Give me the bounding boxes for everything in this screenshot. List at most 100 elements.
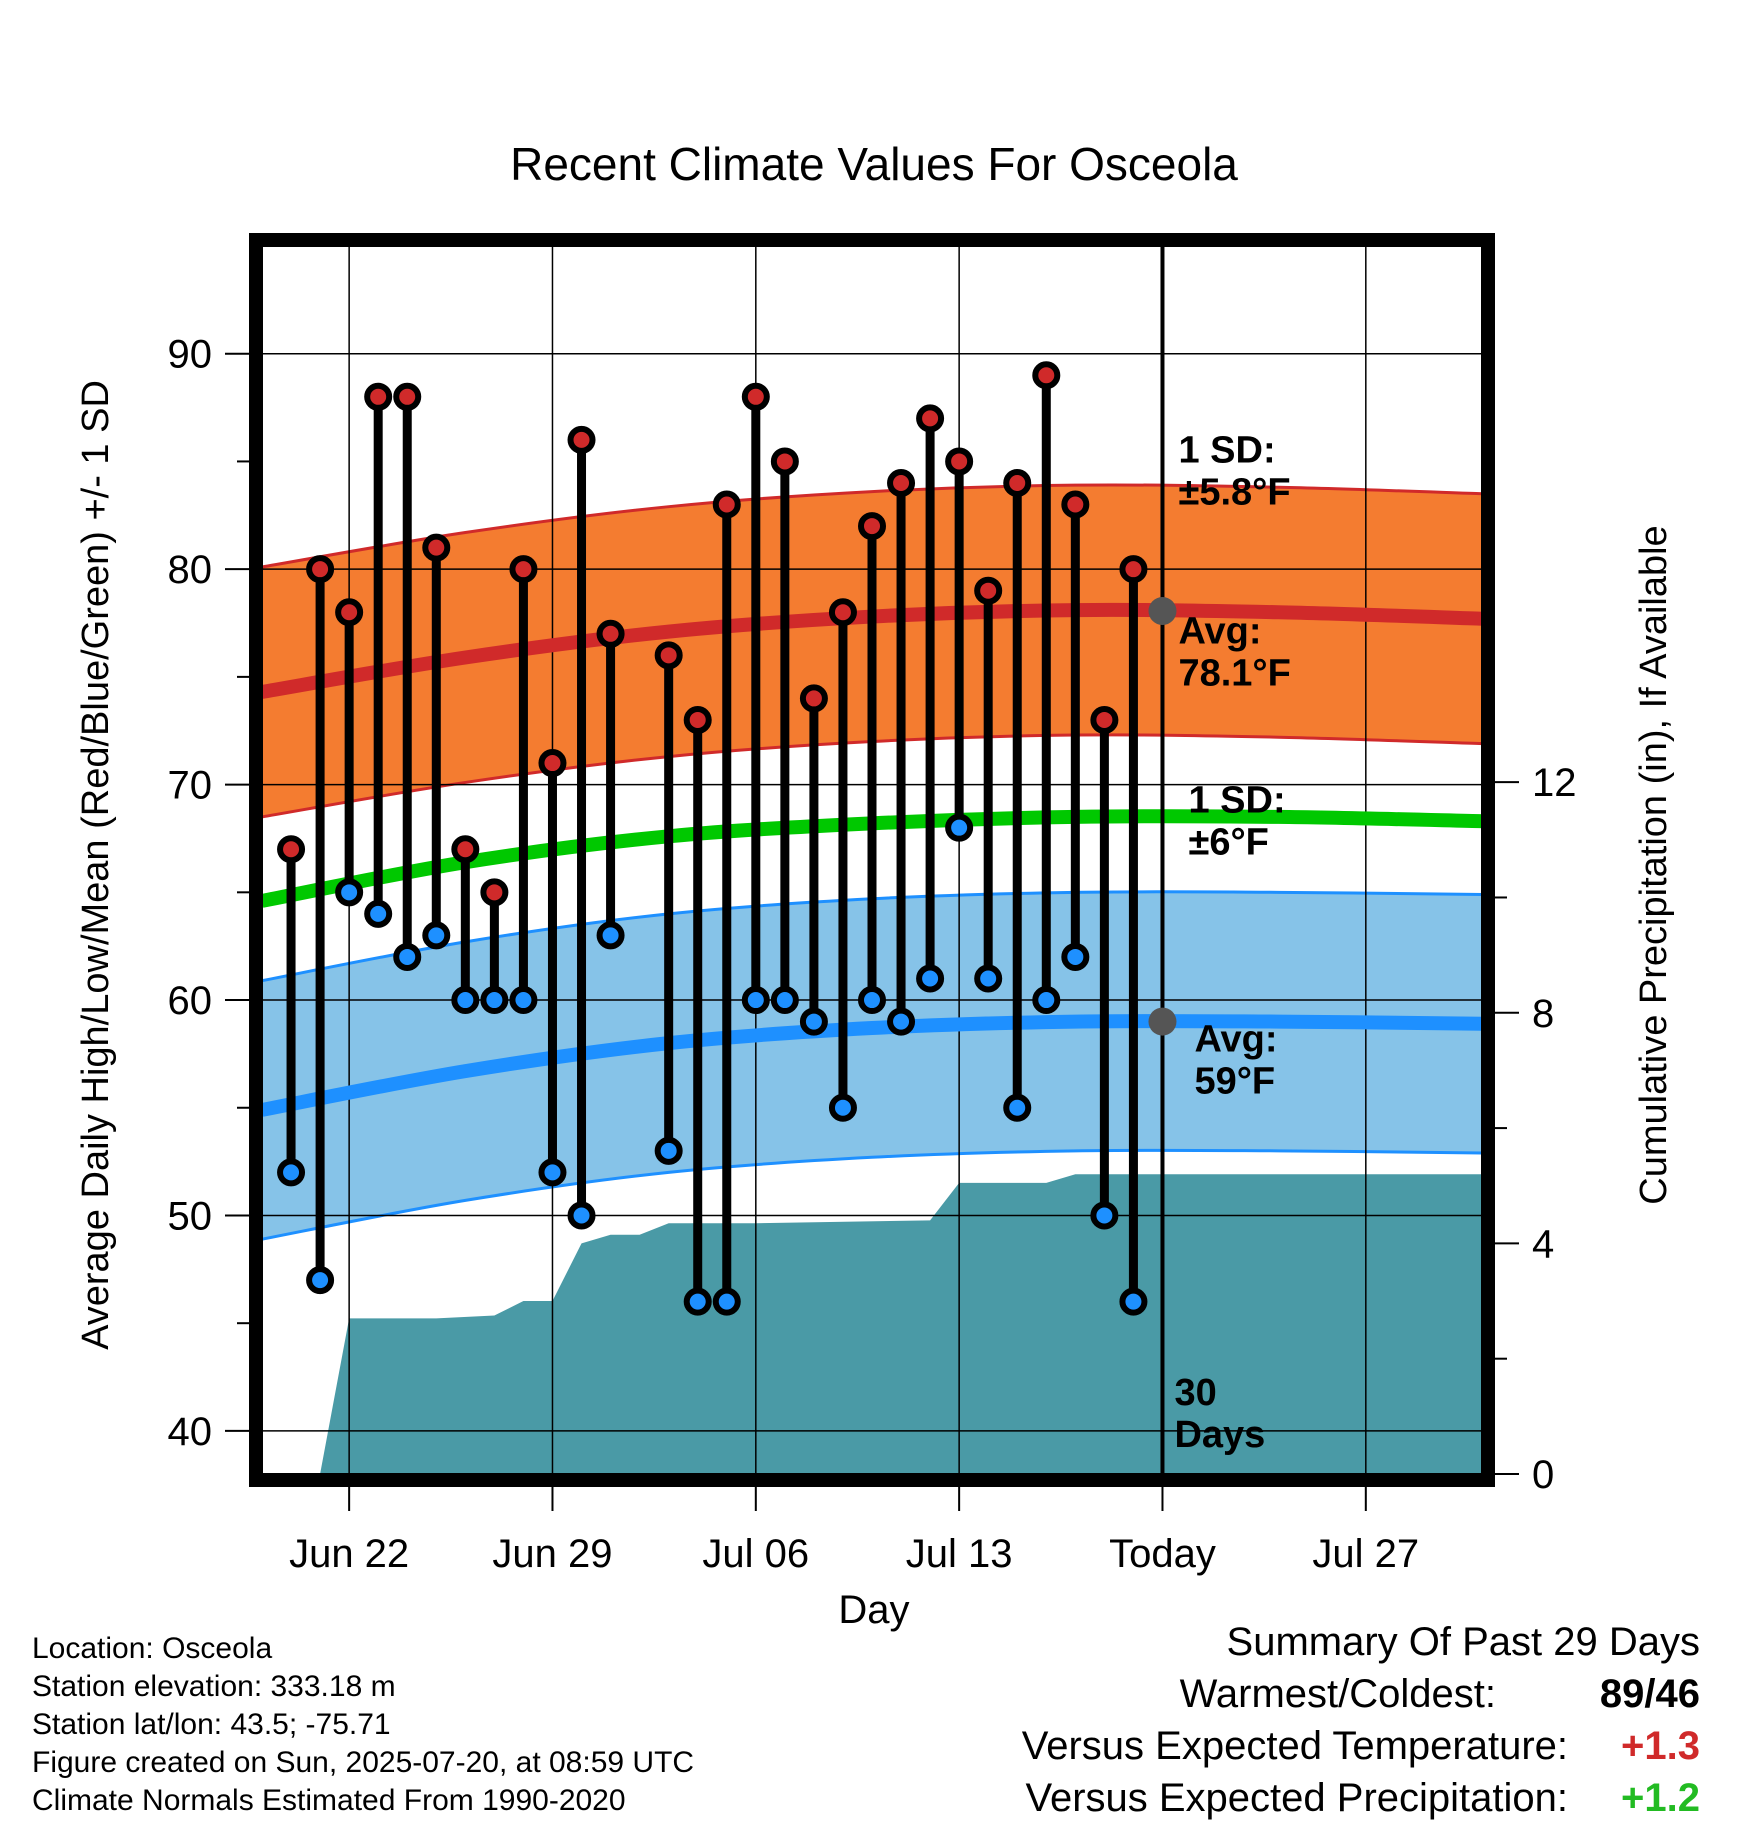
observed-high-point <box>335 598 364 627</box>
high-sd-band-upper-edge <box>261 483 1483 569</box>
observed-low-point <box>741 986 770 1015</box>
observed-high-point <box>916 404 945 433</box>
info-latlon: Station lat/lon: 43.5; -75.71 <box>32 1708 391 1741</box>
observed-high-point <box>451 835 480 864</box>
x-axis-label: Day <box>838 1588 909 1632</box>
observed-high-point <box>422 533 451 562</box>
observed-high-point <box>712 490 741 519</box>
observed-low-point <box>509 986 538 1015</box>
observed-high-point <box>741 382 770 411</box>
summary-warmest: 89 <box>1599 1672 1645 1716</box>
observed-high-point <box>887 468 916 497</box>
y-tick-label: 40 <box>168 1410 213 1454</box>
observed-low-point <box>1061 942 1090 971</box>
observed-high-point <box>1061 490 1090 519</box>
observed-low-point <box>480 986 509 1015</box>
summary-precip-value: +1.2 <box>1621 1776 1700 1820</box>
observed-low-point <box>364 899 393 928</box>
low-sd-band-lower-edge <box>261 1148 1483 1241</box>
y2-tick-label: 4 <box>1532 1222 1554 1266</box>
today-high-normal-marker <box>1148 597 1177 626</box>
y-tick-label: 70 <box>168 764 213 808</box>
observed-high-point <box>828 598 857 627</box>
observed-high-point <box>277 835 306 864</box>
summary-precip-label: Versus Expected Precipitation: <box>1025 1776 1568 1820</box>
observed-high-point <box>306 555 335 584</box>
today-low-normal-marker <box>1148 1007 1177 1036</box>
observed-low-point <box>422 921 451 950</box>
y-tick-label: 60 <box>168 979 213 1023</box>
x-tick-label: Jul 27 <box>1312 1532 1419 1576</box>
observed-low-point <box>277 1158 306 1187</box>
observed-high-point <box>770 447 799 476</box>
low-avg-label: Avg: 59°F <box>1194 1019 1277 1103</box>
low-sd-label: 1 SD: ±6°F <box>1188 780 1285 864</box>
observed-high-point <box>509 555 538 584</box>
observed-high-point <box>480 878 509 907</box>
observed-low-point <box>567 1201 596 1230</box>
observed-low-point <box>451 986 480 1015</box>
observed-low-point <box>335 878 364 907</box>
observed-low-point <box>916 964 945 993</box>
summary-temp-label: Versus Expected Temperature: <box>1021 1724 1568 1768</box>
observed-low-point <box>393 942 422 971</box>
observed-high-point <box>393 382 422 411</box>
summary-warm-cold-value: 89/46 <box>1599 1672 1701 1716</box>
observed-high-point <box>364 382 393 411</box>
observed-high-point <box>799 684 828 713</box>
high-avg-label: Avg: 78.1°F <box>1178 610 1290 694</box>
observed-low-point <box>654 1136 683 1165</box>
observed-low-point <box>858 986 886 1015</box>
x-tick-label: Jul 13 <box>906 1532 1013 1576</box>
observed-low-point <box>828 1093 857 1122</box>
observed-high-point <box>1003 468 1032 497</box>
y-tick-label: 80 <box>168 548 213 592</box>
y2-tick-label: 8 <box>1532 992 1554 1036</box>
observed-low-point <box>712 1287 741 1316</box>
station-info: Location: Osceola Station elevation: 333… <box>32 1630 694 1820</box>
x-tick-label: Jun 22 <box>289 1532 409 1576</box>
today-days-label: 30 Days <box>1174 1372 1265 1456</box>
observed-low-point <box>306 1266 335 1295</box>
y2-axis-label: Cumulative Precipitation (in), If Availa… <box>1633 525 1675 1204</box>
y-tick-label: 90 <box>168 333 213 377</box>
observed-high-point <box>945 447 974 476</box>
summary-temp-value: +1.3 <box>1621 1724 1700 1768</box>
summary-title: Summary Of Past 29 Days <box>1226 1620 1700 1664</box>
observed-high-point <box>567 425 596 454</box>
observed-high-point <box>858 512 886 541</box>
observed-low-point <box>770 986 799 1015</box>
y2-tick-label: 12 <box>1532 761 1577 805</box>
observed-low-point <box>799 1007 828 1036</box>
observed-low-point <box>538 1158 567 1187</box>
y2-tick-label: 0 <box>1532 1453 1554 1497</box>
summary-coldest: 46 <box>1655 1672 1701 1716</box>
plot-area: 1 SD: ±5.8°F Avg: 78.1°F 1 SD: ±6°F Avg: 59°F 30… <box>168 233 1577 1576</box>
observed-high-point <box>1032 361 1061 390</box>
observed-high-point <box>596 619 625 648</box>
observed-low-point <box>1032 986 1061 1015</box>
observed-high-point <box>538 749 567 778</box>
chart-title: Recent Climate Values For Osceola <box>510 138 1238 190</box>
observed-low-point <box>1003 1093 1032 1122</box>
observed-high-point <box>683 705 712 734</box>
precip-area <box>262 1174 1482 1474</box>
observed-high-point <box>1090 705 1119 734</box>
observed-low-point <box>974 964 1003 993</box>
info-elevation: Station elevation: 333.18 m <box>32 1670 396 1703</box>
observed-low-point <box>1090 1201 1119 1230</box>
observed-low-point <box>945 813 974 842</box>
x-tick-label: Jul 06 <box>702 1532 809 1576</box>
x-tick-label: Today <box>1109 1532 1216 1576</box>
observed-low-point <box>1119 1287 1148 1316</box>
info-normals: Climate Normals Estimated From 1990-2020 <box>32 1784 626 1817</box>
observed-low-point <box>887 1007 916 1036</box>
observed-high-point <box>974 576 1003 605</box>
observed-high-point <box>654 641 683 670</box>
low-sd-band <box>262 891 1482 1240</box>
summary-warm-cold-label: Warmest/Coldest: <box>1179 1672 1496 1716</box>
observed-low-point <box>683 1287 712 1316</box>
normal-low-line <box>260 1014 1483 1117</box>
x-tick-label: Jun 29 <box>492 1532 612 1576</box>
